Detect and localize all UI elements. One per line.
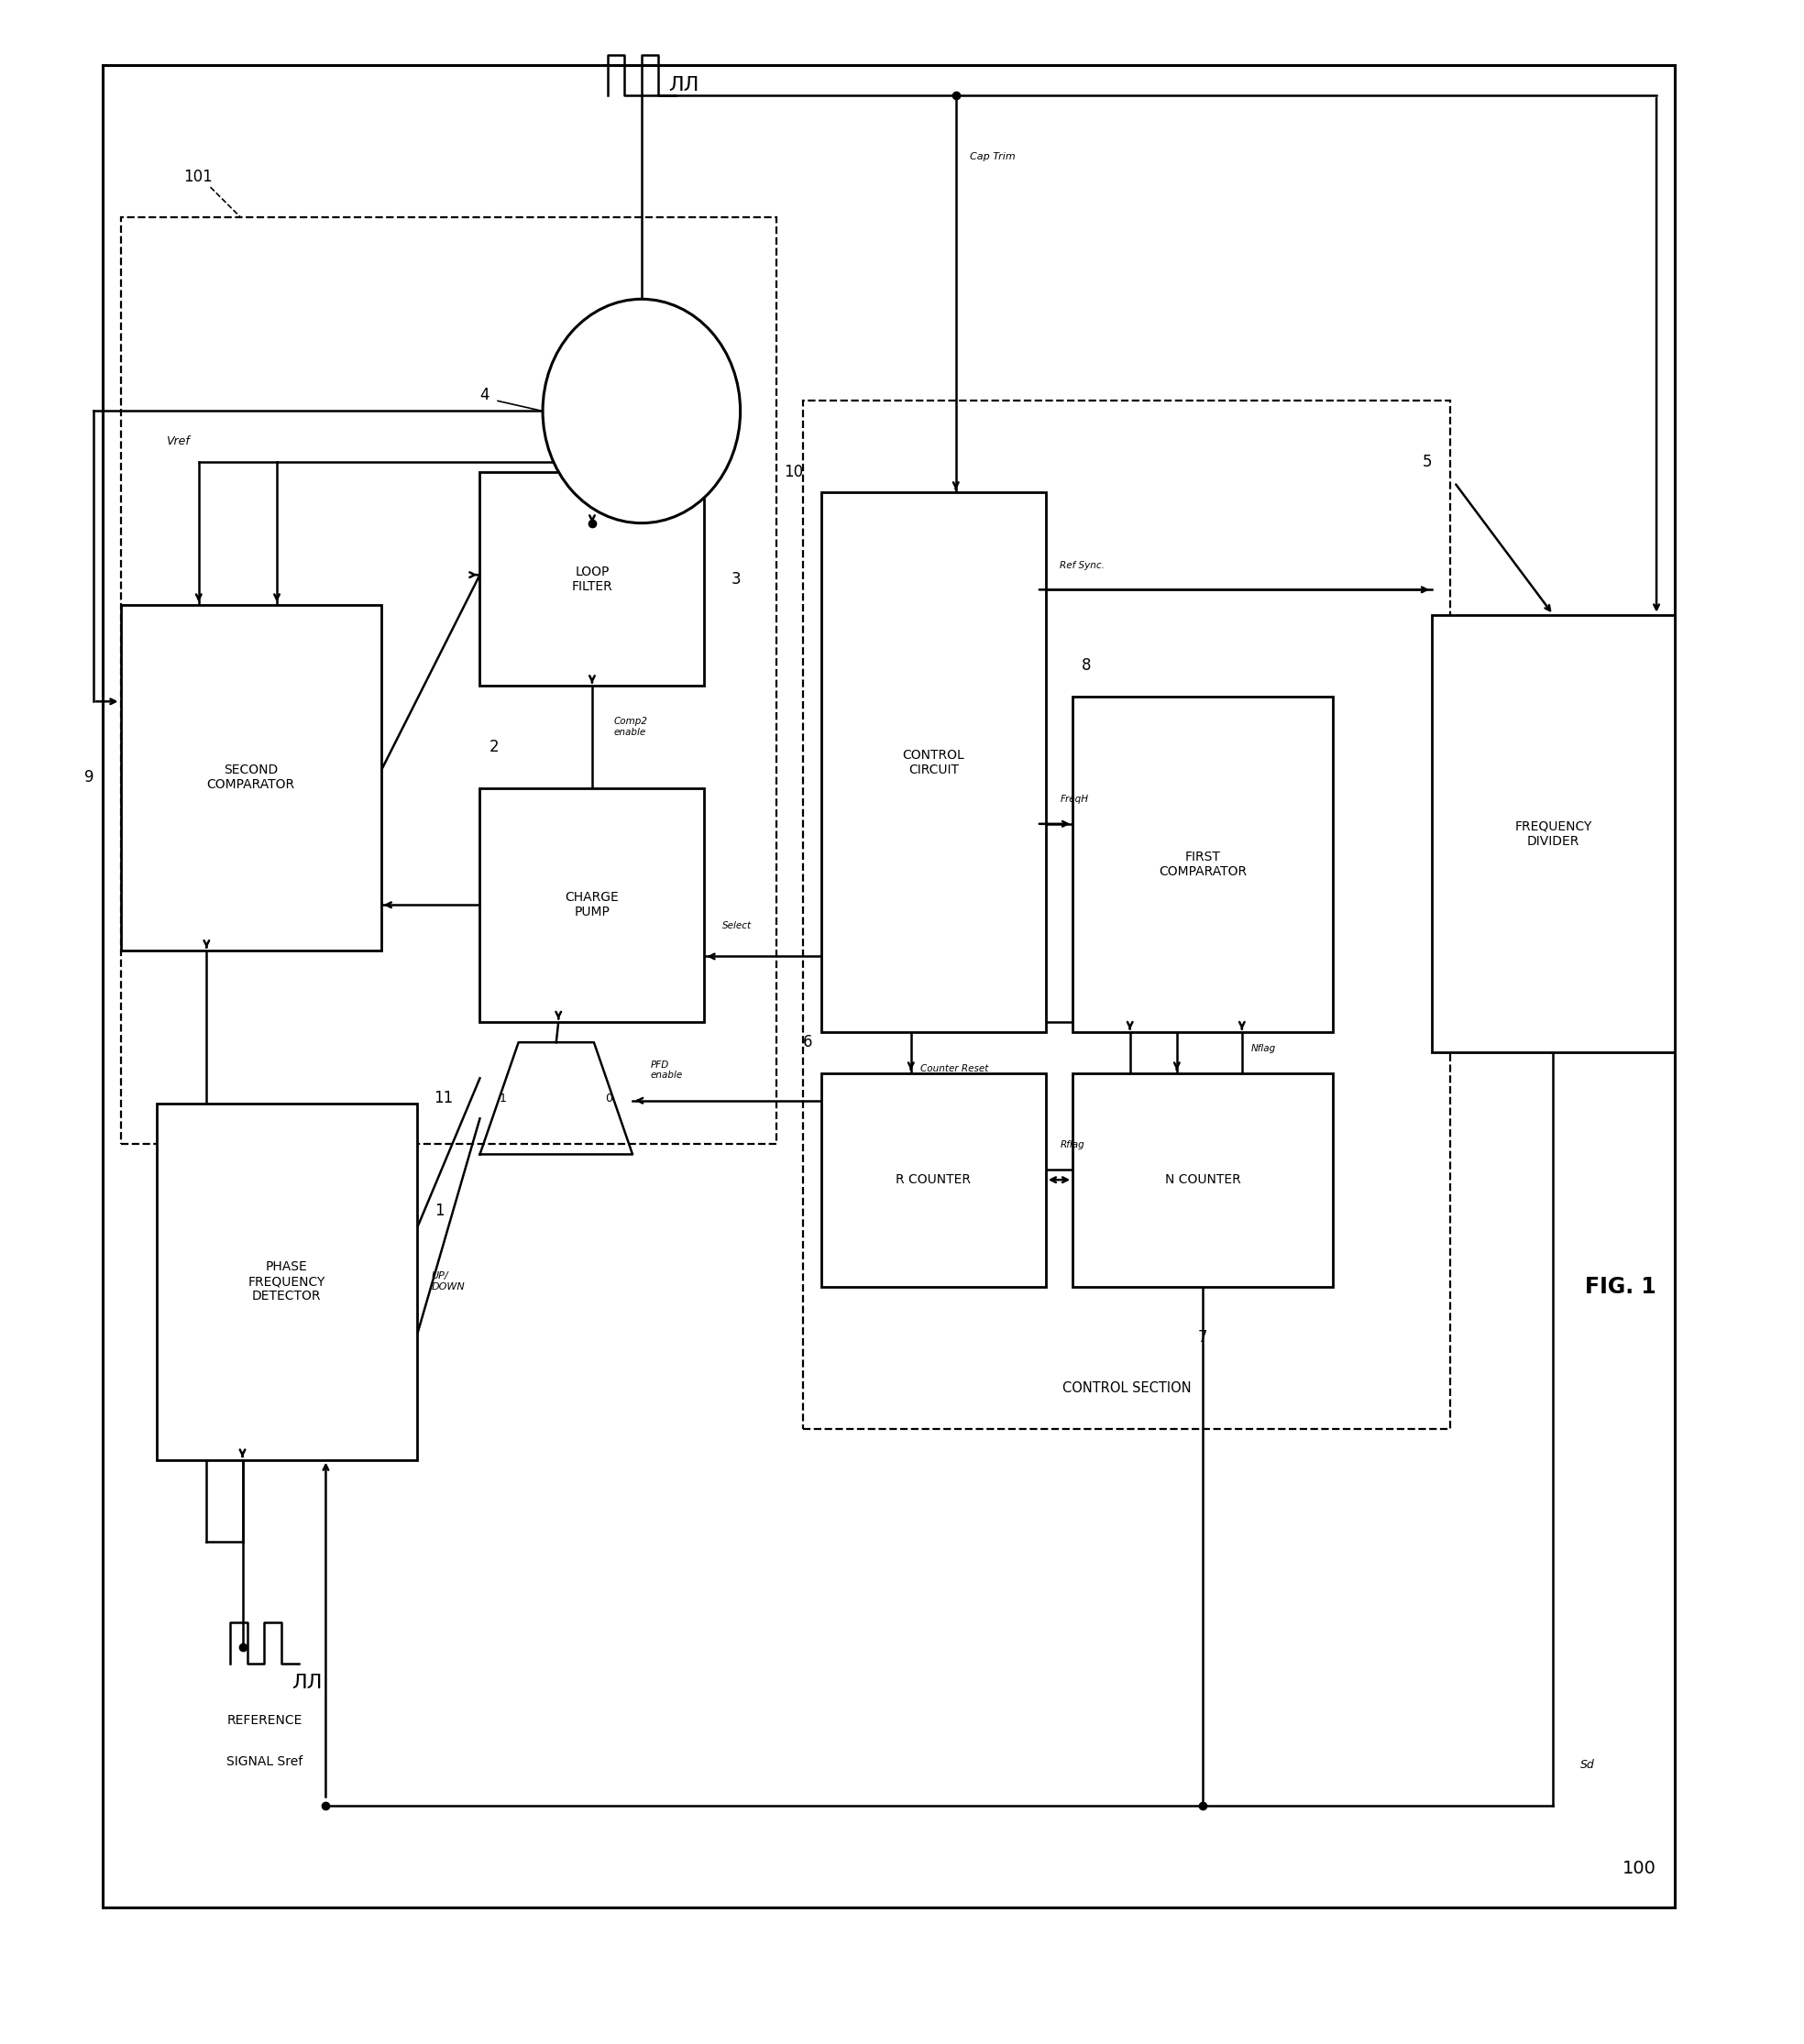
Text: LOOP
FILTER: LOOP FILTER — [572, 566, 613, 593]
FancyBboxPatch shape — [821, 493, 1046, 1032]
Text: SIGNAL Sref: SIGNAL Sref — [226, 1756, 303, 1768]
Text: VCO: VCO — [624, 403, 660, 419]
Text: CONTROL SECTION: CONTROL SECTION — [1063, 1382, 1191, 1396]
Text: PHASE
FREQUENCY
DETECTOR: PHASE FREQUENCY DETECTOR — [249, 1261, 325, 1302]
Text: 100: 100 — [1622, 1860, 1656, 1876]
Text: FREQUENCY
DIVIDER: FREQUENCY DIVIDER — [1515, 820, 1591, 848]
Text: 0: 0 — [606, 1091, 613, 1104]
FancyBboxPatch shape — [1073, 697, 1333, 1032]
Text: Cap Trim: Cap Trim — [971, 151, 1016, 161]
FancyBboxPatch shape — [480, 472, 704, 687]
Text: 101: 101 — [184, 170, 213, 186]
Text: 7: 7 — [1198, 1329, 1207, 1345]
Text: 6: 6 — [803, 1034, 812, 1051]
Text: Ref Sync.: Ref Sync. — [1061, 560, 1104, 570]
Text: Rflag: Rflag — [1061, 1141, 1084, 1149]
Text: 9: 9 — [85, 769, 94, 785]
Text: REFERENCE: REFERENCE — [227, 1715, 301, 1727]
Text: N COUNTER: N COUNTER — [1165, 1173, 1241, 1186]
Text: FIG. 1: FIG. 1 — [1586, 1275, 1656, 1298]
Text: SECOND
COMPARATOR: SECOND COMPARATOR — [207, 764, 294, 791]
Text: 11: 11 — [433, 1089, 453, 1106]
FancyBboxPatch shape — [157, 1104, 417, 1459]
Text: PFD
enable: PFD enable — [651, 1061, 684, 1079]
Text: 5: 5 — [1423, 454, 1432, 470]
Text: CONTROL
CIRCUIT: CONTROL CIRCUIT — [902, 748, 965, 777]
Text: UP/
DOWN: UP/ DOWN — [431, 1271, 465, 1292]
Text: ЛЛ: ЛЛ — [290, 1674, 321, 1692]
Text: R COUNTER: R COUNTER — [897, 1173, 971, 1186]
Text: Select: Select — [722, 922, 752, 930]
FancyBboxPatch shape — [821, 1073, 1046, 1288]
FancyBboxPatch shape — [121, 605, 381, 950]
Text: Counter Reset: Counter Reset — [920, 1065, 989, 1073]
Circle shape — [543, 298, 740, 523]
Text: Vref: Vref — [166, 435, 189, 448]
Text: ЛЛ: ЛЛ — [669, 76, 700, 94]
Text: 1: 1 — [500, 1091, 507, 1104]
Text: Sd: Sd — [1580, 1760, 1595, 1772]
FancyBboxPatch shape — [121, 217, 776, 1145]
Text: 1: 1 — [435, 1202, 444, 1218]
Text: Nflag: Nflag — [1250, 1044, 1275, 1053]
Text: FIRST
COMPARATOR: FIRST COMPARATOR — [1158, 850, 1247, 879]
FancyBboxPatch shape — [1432, 615, 1674, 1053]
Text: FreqH: FreqH — [1061, 795, 1088, 803]
Text: 4: 4 — [480, 386, 489, 403]
Text: 8: 8 — [1082, 658, 1091, 675]
Text: CHARGE
PUMP: CHARGE PUMP — [565, 891, 619, 918]
FancyBboxPatch shape — [480, 787, 704, 1022]
Text: Comp2
enable: Comp2 enable — [613, 717, 648, 736]
Text: 2: 2 — [489, 738, 498, 756]
FancyBboxPatch shape — [103, 65, 1674, 1907]
Text: Vctrl: Vctrl — [613, 468, 637, 476]
FancyBboxPatch shape — [803, 401, 1450, 1429]
FancyBboxPatch shape — [1073, 1073, 1333, 1288]
Text: 3: 3 — [731, 570, 741, 587]
Text: 10: 10 — [783, 464, 803, 480]
